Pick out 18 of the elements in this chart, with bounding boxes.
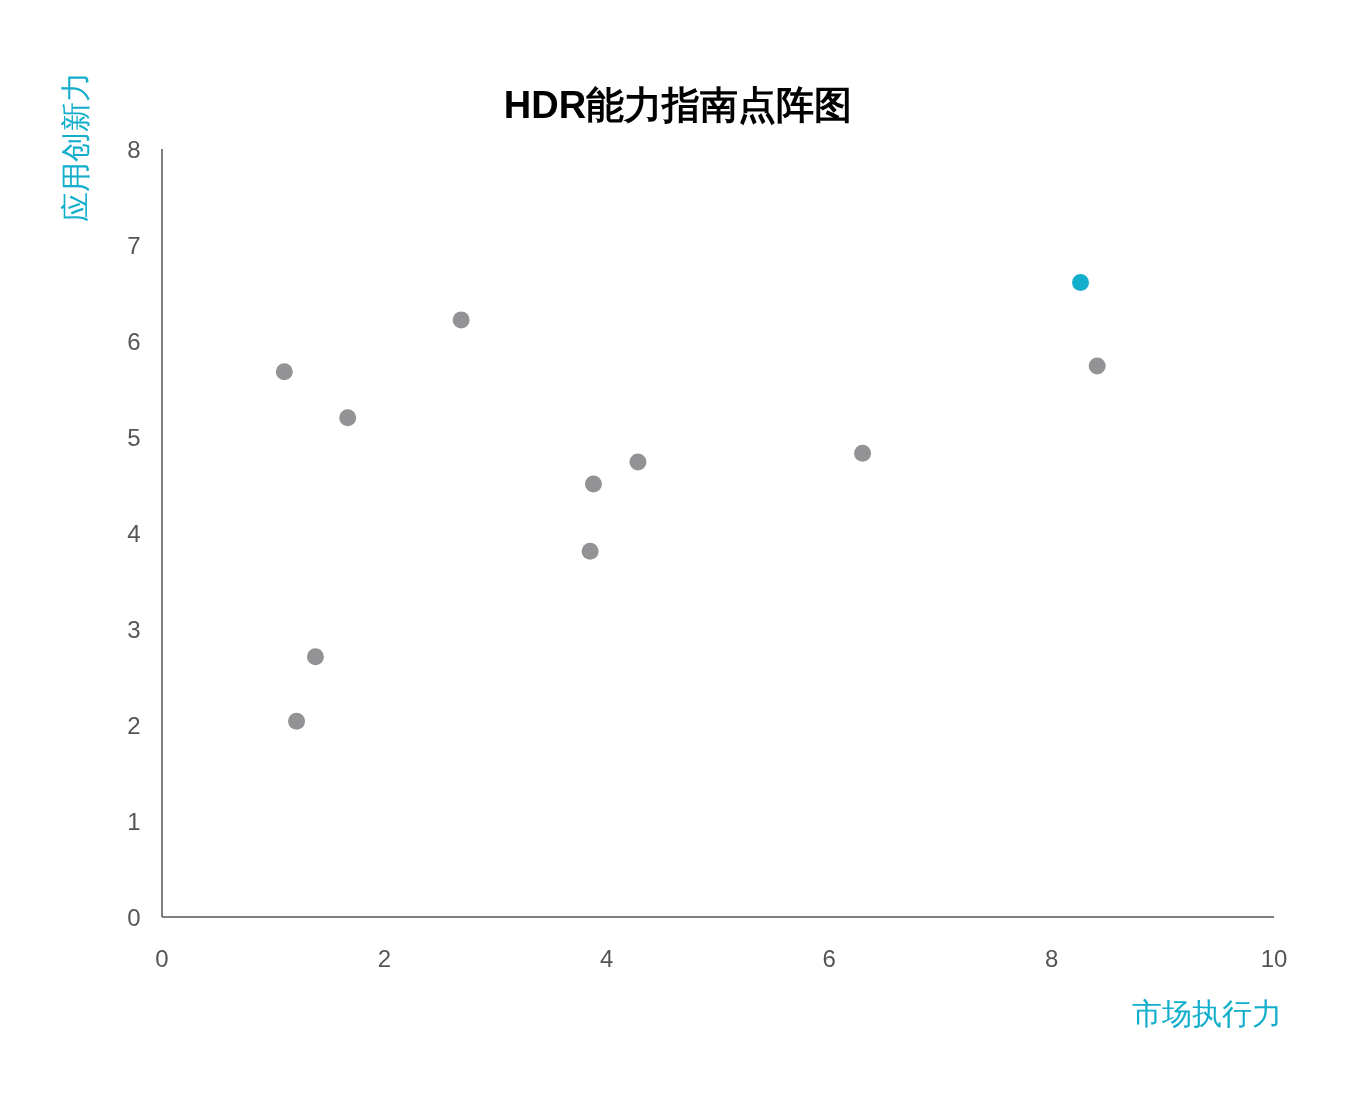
x-tick-label: 4 bbox=[600, 945, 614, 972]
x-tick-label: 10 bbox=[1260, 945, 1288, 972]
y-axis-title: 应用创新力 bbox=[59, 72, 92, 222]
x-tick-label: 2 bbox=[377, 945, 392, 972]
y-tick-label: 3 bbox=[127, 616, 141, 643]
y-tick-label: 2 bbox=[127, 712, 141, 739]
x-tick-label: 0 bbox=[155, 945, 169, 972]
y-tick-label: 5 bbox=[127, 424, 141, 451]
x-axis-title: 市场执行力 bbox=[1132, 997, 1282, 1030]
y-tick-label: 6 bbox=[127, 328, 141, 355]
y-tick-label: 4 bbox=[127, 520, 141, 547]
y-tick-label: 8 bbox=[127, 136, 141, 163]
y-tick-label: 0 bbox=[127, 904, 141, 931]
y-tick-label: 1 bbox=[127, 808, 141, 835]
x-tick-label: 6 bbox=[822, 945, 836, 972]
chart-title: HDR能力指南点阵图 bbox=[503, 84, 853, 126]
x-tick-label: 8 bbox=[1044, 945, 1059, 972]
y-tick-label: 7 bbox=[127, 232, 141, 259]
